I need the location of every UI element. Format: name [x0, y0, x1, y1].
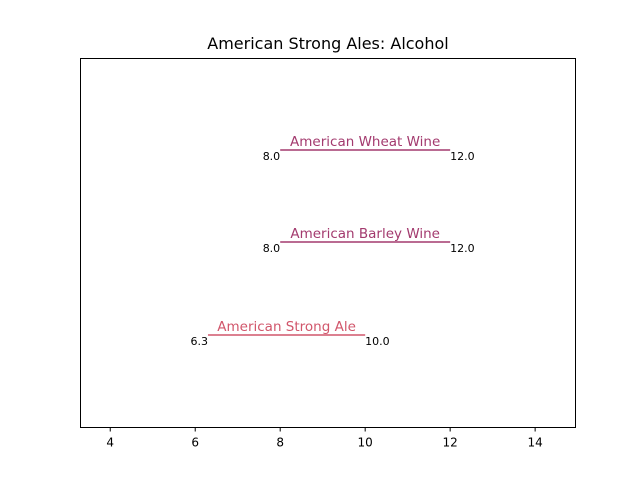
range-high-label: 12.0	[450, 242, 475, 255]
range-name-label: American Wheat Wine	[290, 134, 440, 150]
range-name-label: American Barley Wine	[290, 226, 440, 242]
range-name-label: American Strong Ale	[217, 319, 356, 335]
x-tick-label: 8	[276, 436, 284, 450]
x-tick-label: 4	[106, 436, 114, 450]
x-tick-label: 10	[358, 436, 373, 450]
chart-title: American Strong Ales: Alcohol	[207, 34, 448, 53]
x-tick-label: 6	[191, 436, 199, 450]
range-high-label: 10.0	[365, 335, 390, 348]
plot-area	[80, 58, 576, 428]
range-high-label: 12.0	[450, 150, 475, 163]
x-axis: 4 6 8 10 12 14	[106, 427, 543, 450]
x-tick-label: 14	[527, 436, 542, 450]
range-bars: American Strong Ale 6.3 10.0 American Barle…	[190, 134, 474, 348]
range-low-label: 8.0	[263, 150, 281, 163]
range-low-label: 8.0	[263, 242, 281, 255]
x-tick-label: 12	[443, 436, 458, 450]
range-low-label: 6.3	[190, 335, 208, 348]
